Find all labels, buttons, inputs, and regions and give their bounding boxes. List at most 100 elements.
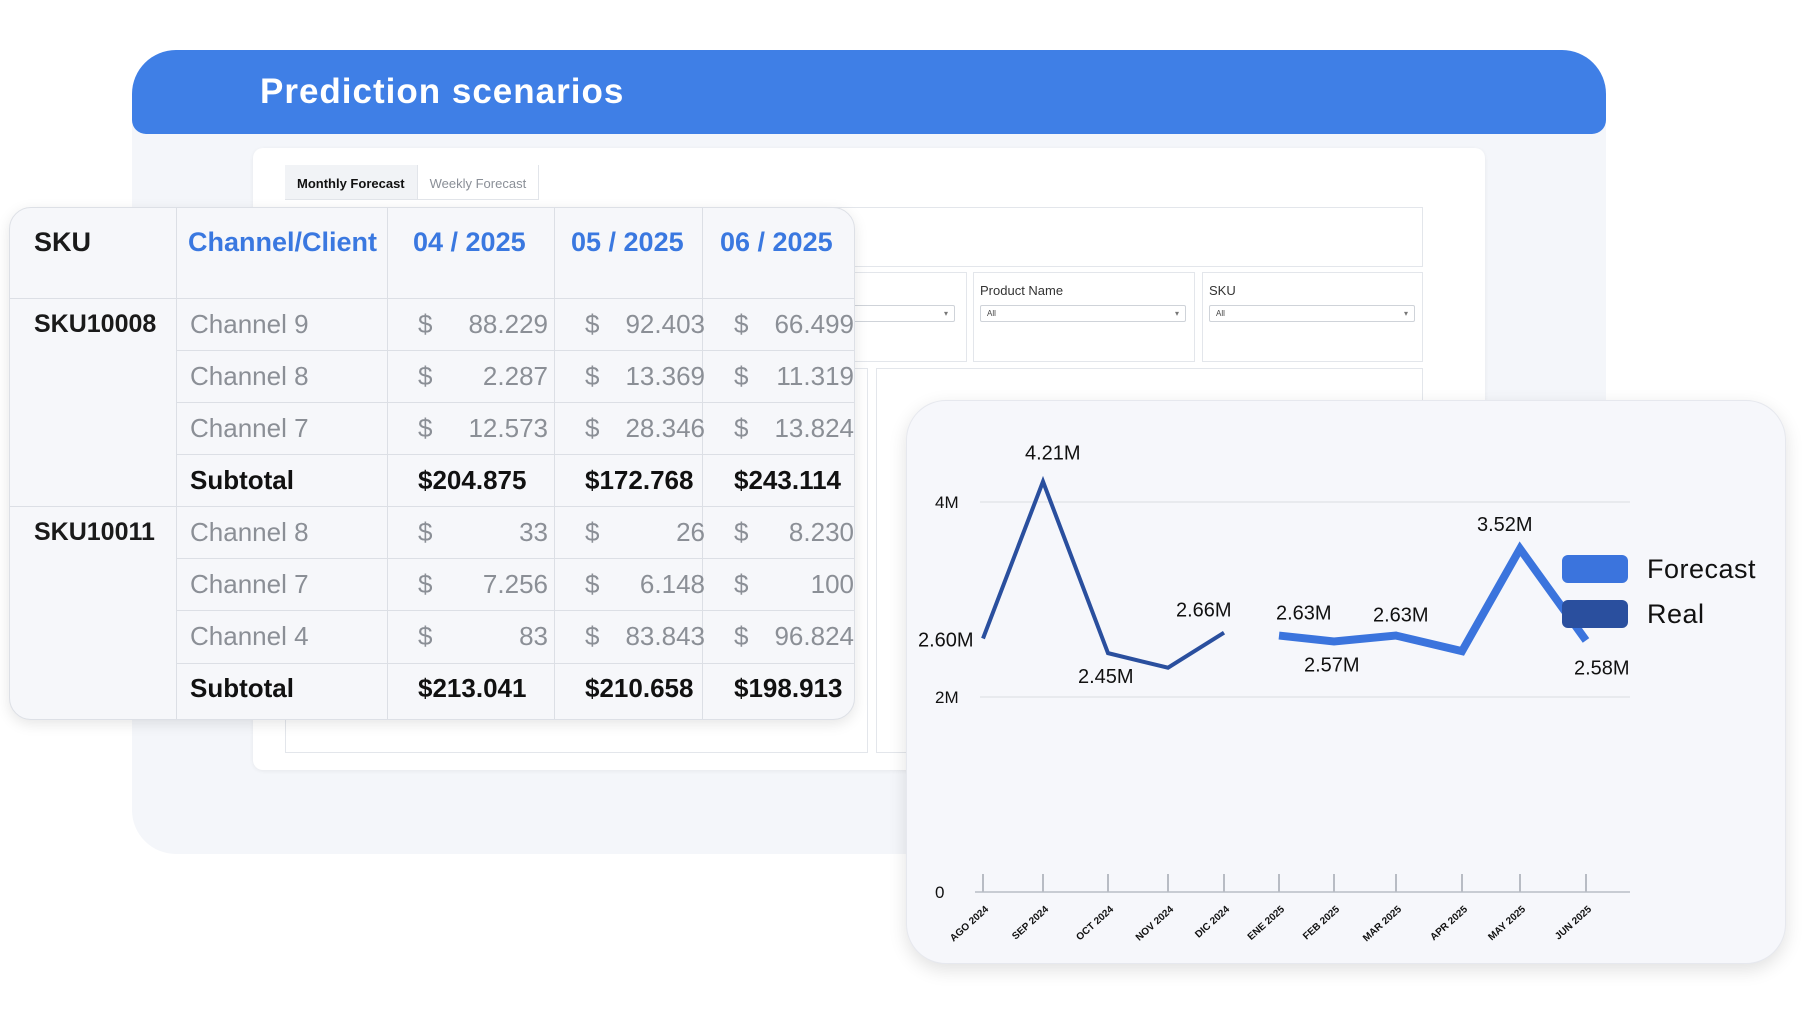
value-cell: $96.824 [734, 618, 854, 654]
subtotal-row: Subtotal $204.875 $172.768 $243.114 [10, 454, 854, 506]
sku-select[interactable]: All ▾ [1209, 305, 1415, 322]
forecast-table: SKU Channel/Client 04 / 2025 05 / 2025 0… [9, 207, 855, 720]
data-label: 2.63M [1276, 603, 1332, 625]
legend-item-forecast: Forecast [1562, 552, 1782, 584]
table-row: Channel 4 $83 $83.843 $96.824 [10, 610, 854, 662]
value-cell: $13.824 [734, 410, 854, 446]
legend-item-real: Real [1562, 597, 1782, 629]
currency-symbol: $ [418, 621, 433, 651]
value-number: 13.369 [625, 361, 705, 391]
table-row: Channel 7 $12.573 $28.346 $13.824 [10, 402, 854, 454]
product-name-select-value: All [987, 309, 996, 318]
legend-label-forecast: Forecast [1647, 554, 1757, 584]
value-number: 12.573 [468, 413, 548, 443]
x-tick-label: JUN 2025 [1553, 904, 1594, 943]
filter-sku: SKU All ▾ [1202, 272, 1423, 362]
channel-label: Channel 4 [190, 621, 309, 651]
legend-label-real: Real [1647, 599, 1705, 629]
currency-symbol: $ [734, 309, 749, 339]
subtotal-value: $172.768 [585, 465, 694, 495]
value-cell: $83 [418, 618, 548, 654]
chevron-down-icon: ▾ [1403, 309, 1408, 318]
x-tick-label: FEB 2025 [1301, 904, 1342, 943]
channel-label: Channel 9 [190, 309, 309, 339]
y-tick-label: 4M [935, 493, 959, 512]
table-row: Channel 9 $88.229 $92.403 $66.499 [10, 298, 854, 350]
data-label: 2.45M [1078, 666, 1134, 688]
currency-symbol: $ [418, 413, 433, 443]
subtotal-row: Subtotal $213.041 $210.658 $198.913 [10, 662, 854, 714]
subtotal-value: $198.913 [734, 673, 843, 703]
tab-weekly-forecast[interactable]: Weekly Forecast [418, 165, 540, 199]
currency-symbol: $ [585, 517, 600, 547]
value-number: 11.319 [776, 361, 854, 391]
channel-label: Channel 7 [190, 413, 309, 443]
value-number: 83.843 [625, 621, 705, 651]
subtotal-cell: $210.658 [585, 670, 705, 706]
value-number: 66.499 [774, 309, 854, 339]
currency-symbol: $ [734, 569, 749, 599]
x-tick-label: NOV 2024 [1134, 904, 1176, 944]
subtotal-label: Subtotal [190, 465, 294, 495]
tab-bar: Monthly Forecast Weekly Forecast [285, 165, 540, 200]
product-name-select[interactable]: All ▾ [980, 305, 1186, 322]
data-label: 2.58M [1574, 657, 1630, 679]
value-cell: $13.369 [585, 358, 705, 394]
currency-symbol: $ [418, 309, 433, 339]
header-bar [132, 50, 1606, 134]
channel-label: Channel 8 [190, 361, 309, 391]
subtotal-cell: $204.875 [418, 462, 548, 498]
table-row: Channel 7 $7.256 $6.148 $100 [10, 558, 854, 610]
chevron-down-icon: ▾ [1174, 309, 1179, 318]
sku-label: SKU10011 [34, 518, 155, 546]
value-number: 13.824 [774, 413, 854, 443]
value-number: 92.403 [625, 309, 705, 339]
x-tick-label: APR 2025 [1428, 904, 1470, 943]
currency-symbol: $ [585, 413, 600, 443]
value-cell: $83.843 [585, 618, 705, 654]
value-cell: $33 [418, 514, 548, 550]
sku-label: SKU10008 [34, 310, 157, 338]
sku-select-value: All [1216, 309, 1225, 318]
value-number: 83 [519, 621, 548, 651]
value-number: 6.148 [639, 569, 705, 599]
y-tick-label: 2M [935, 688, 959, 707]
value-number: 7.256 [482, 569, 548, 599]
currency-symbol: $ [585, 361, 600, 391]
column-header-month-2: 05 / 2025 [571, 227, 684, 257]
currency-symbol: $ [585, 569, 600, 599]
chevron-down-icon: ▾ [943, 309, 948, 318]
currency-symbol: $ [585, 621, 600, 651]
value-cell: $2.287 [418, 358, 548, 394]
value-number: 2.287 [482, 361, 548, 391]
table-row: Channel 8 $33 $26 $8.230 [10, 506, 854, 558]
subtotal-value: $243.114 [734, 465, 842, 495]
chart-card [906, 400, 1786, 964]
channel-label: Channel 8 [190, 517, 309, 547]
subtotal-cell: $198.913 [734, 670, 854, 706]
subtotal-cell: $243.114 [734, 462, 854, 498]
tab-monthly-forecast[interactable]: Monthly Forecast [285, 165, 418, 199]
subtotal-cell: $172.768 [585, 462, 705, 498]
filter-product-name-label: Product Name [980, 283, 1064, 298]
subtotal-value: $204.875 [418, 465, 527, 495]
x-tick-label: OCT 2024 [1074, 904, 1116, 943]
page-title: Prediction scenarios [260, 72, 625, 111]
data-label: 4.21M [1025, 443, 1081, 465]
filter-product-name: Product Name All ▾ [973, 272, 1195, 362]
currency-symbol: $ [585, 309, 600, 339]
legend-swatch-real [1562, 600, 1628, 628]
table-row: Channel 8 $2.287 $13.369 $11.319 [10, 350, 854, 402]
value-cell: $26 [585, 514, 705, 550]
subtotal-value: $210.658 [585, 673, 694, 703]
value-cell: $92.403 [585, 306, 705, 342]
value-cell: $7.256 [418, 566, 548, 602]
channel-label: Channel 7 [190, 569, 309, 599]
currency-symbol: $ [734, 517, 749, 547]
data-label: 2.60M [918, 630, 974, 652]
currency-symbol: $ [734, 361, 749, 391]
currency-symbol: $ [734, 413, 749, 443]
column-header-sku: SKU [34, 227, 92, 257]
filter-sku-label: SKU [1209, 283, 1236, 298]
